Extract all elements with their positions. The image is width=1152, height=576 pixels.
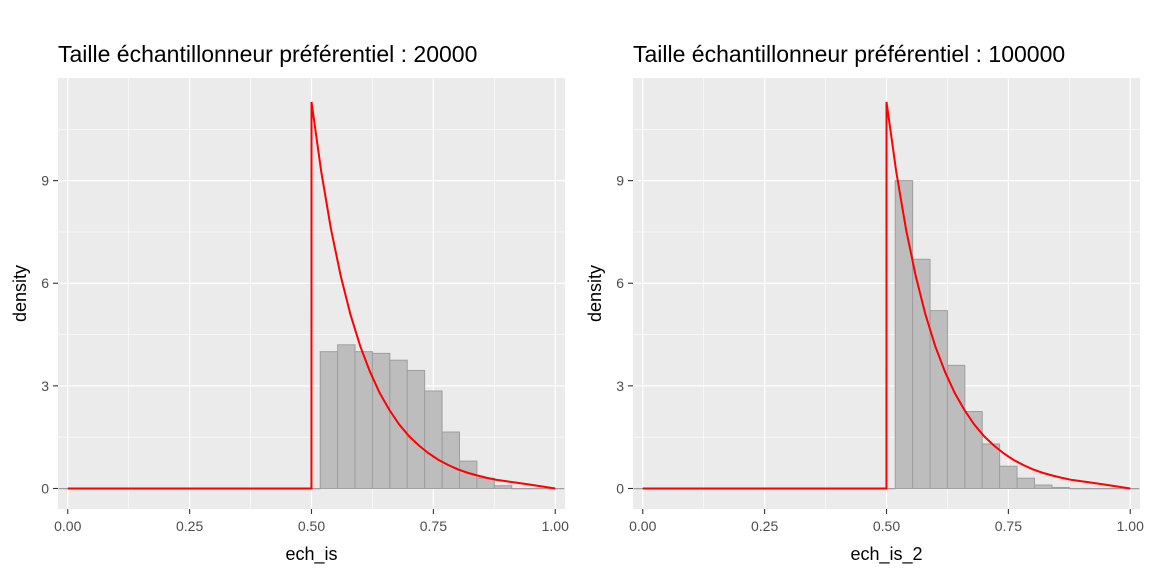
histogram-bar [999, 465, 1018, 489]
y-tick-label: 0 [41, 480, 49, 496]
histogram-bar [424, 390, 443, 489]
x-tick-label: 0.75 [995, 518, 1022, 534]
x-tick-label: 0.50 [873, 518, 900, 534]
histogram-bar [894, 180, 914, 489]
histogram-bar [406, 369, 426, 489]
y-tick-label: 9 [616, 173, 624, 189]
histogram-bar [1016, 477, 1036, 489]
histogram-bar [319, 351, 339, 489]
x-tick-label: 1.00 [542, 518, 569, 534]
y-axis-title: density [10, 265, 30, 322]
histogram-bar [371, 352, 391, 489]
y-tick-label: 6 [41, 275, 49, 291]
y-tick-label: 0 [616, 480, 624, 496]
histogram-bar [1051, 486, 1070, 489]
histogram-bar [493, 485, 513, 489]
chart-title: Taille échantillonneur préférentiel : 20… [58, 41, 477, 67]
x-axis-title: ech_is_2 [850, 544, 922, 565]
density-curve [67, 101, 556, 490]
x-tick-label: 1.00 [1117, 518, 1144, 534]
histogram-bar [441, 431, 461, 489]
density-curve [642, 101, 1131, 490]
y-tick-label: 3 [616, 378, 624, 394]
y-tick-label: 3 [41, 378, 49, 394]
histogram-plot-right: 0.00 0.25 0.50 0.75 1.00 0 3 6 9 Taille échantill… [585, 41, 1144, 565]
histogram-bar [1034, 484, 1053, 489]
x-tick-label: 0.75 [420, 518, 447, 534]
x-tick-label: 0.00 [54, 518, 81, 534]
x-axis-title: ech_is [285, 544, 337, 565]
x-tick-label: 0.25 [176, 518, 203, 534]
histogram-bar [912, 258, 931, 489]
histogram-bar [337, 344, 356, 489]
y-axis-title: density [585, 265, 605, 322]
x-tick-label: 0.25 [751, 518, 778, 534]
y-tick-label: 9 [41, 173, 49, 189]
y-tick-label: 6 [616, 275, 624, 291]
x-tick-label: 0.00 [629, 518, 656, 534]
chart-title: Taille échantillonneur préférentiel : 10… [633, 41, 1065, 67]
x-tick-label: 0.50 [298, 518, 325, 534]
histogram-plot-left: 0.00 0.25 0.50 0.75 1.00 0 3 6 9 Taille échantill… [10, 41, 569, 565]
histogram-bar [981, 443, 1001, 489]
